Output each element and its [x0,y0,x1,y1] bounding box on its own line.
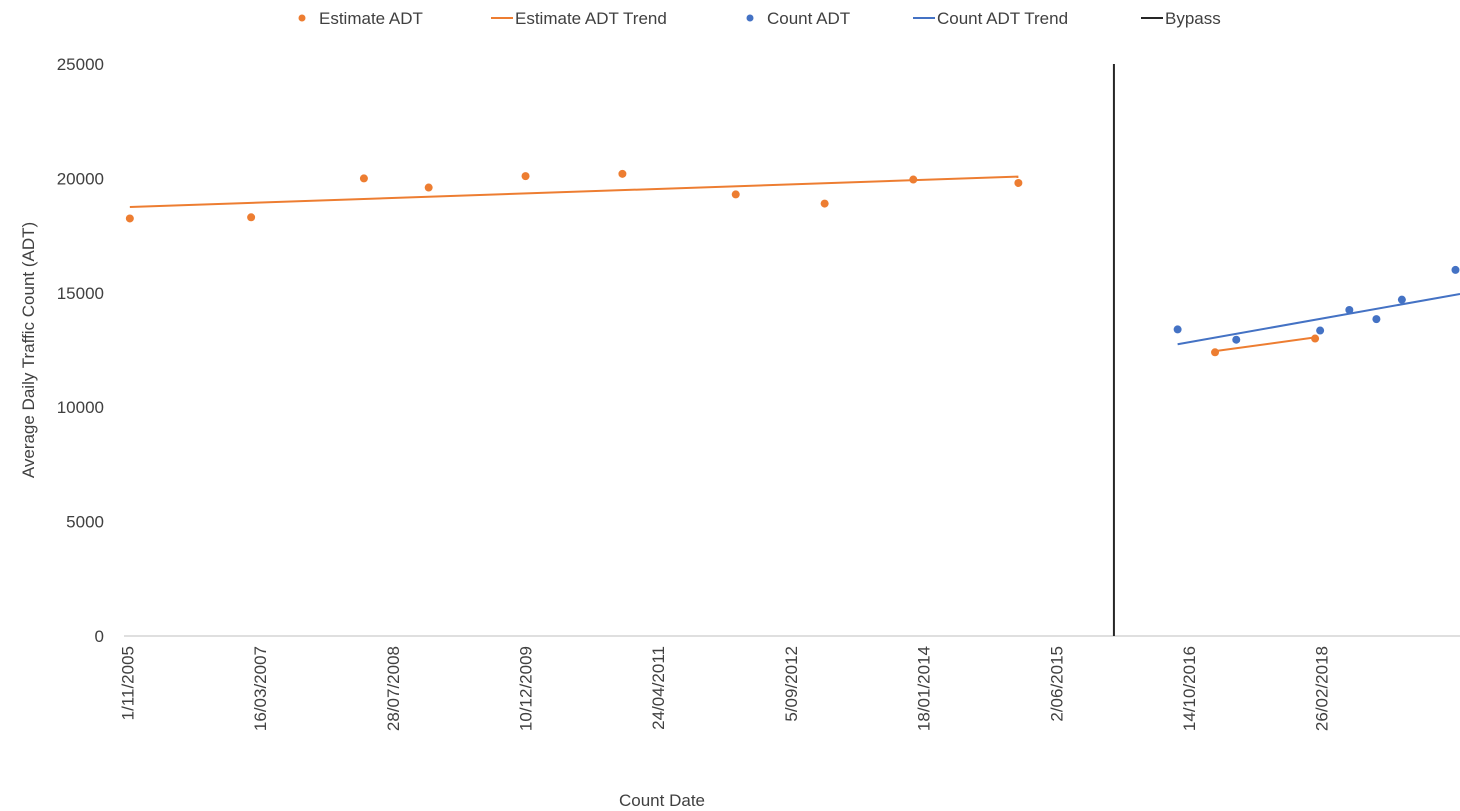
estimate-adt-point [424,183,433,192]
estimate-adt-trend-line [129,175,1019,208]
x-axis-ticks: 1/11/2005 16/03/2007 28/07/2008 10/12/2009 2… [118,646,1331,731]
x-axis-title: Count Date [619,791,705,810]
count-adt-trend-line [1177,292,1460,346]
count-adt-point [1316,326,1325,335]
x-tick-label: 1/11/2005 [118,646,137,720]
y-tick-label: 20000 [57,169,104,188]
estimate-adt-point [1311,334,1320,343]
x-tick-label: 18/01/2014 [915,646,934,731]
x-tick-label: 28/07/2008 [384,646,403,731]
estimate-adt-point [909,175,918,184]
estimate-adt-point [1014,178,1023,187]
estimate-adt-point [359,174,368,183]
legend-label-estimate-adt-trend: Estimate ADT Trend [515,9,667,28]
legend-item-estimate-adt: Estimate ADT [298,9,423,28]
estimate-adt-point [1211,348,1220,357]
legend: Estimate ADT Estimate ADT Trend Count AD… [298,9,1221,28]
estimate-adt-point [820,199,829,208]
y-axis-ticks: 0 5000 10000 15000 20000 25000 [57,55,104,646]
legend-item-count-adt-trend: Count ADT Trend [913,9,1068,28]
count-adt-point [1397,295,1406,304]
count-adt-point [1173,325,1182,334]
count-adt-point [1372,315,1381,324]
legend-label-count-adt-trend: Count ADT Trend [937,9,1068,28]
y-tick-label: 15000 [57,284,104,303]
legend-label-estimate-adt: Estimate ADT [319,9,423,28]
x-tick-label: 10/12/2009 [517,646,536,731]
legend-marker-estimate-adt [298,14,306,22]
y-axis-title: Average Daily Traffic Count (ADT) [19,222,38,478]
count-adt-point [1345,305,1354,314]
x-tick-label: 2/06/2015 [1047,646,1066,722]
estimate-adt-point [247,213,256,222]
y-tick-label: 25000 [57,55,104,74]
count-adt-point [1232,335,1241,344]
x-tick-label: 24/04/2011 [649,646,668,730]
estimate-adt-trend-line [1214,336,1316,353]
y-tick-label: 10000 [57,398,104,417]
estimate-adt-point [521,172,530,181]
x-tick-label: 26/02/2018 [1313,646,1332,731]
estimate-adt-point [125,214,134,223]
plot-area [125,64,1460,636]
x-tick-label: 14/10/2016 [1180,646,1199,731]
count-adt-point [1451,265,1460,274]
legend-item-count-adt: Count ADT [746,9,850,28]
estimate-adt-point [618,169,627,178]
x-tick-label: 5/09/2012 [782,646,801,722]
x-tick-label: 16/03/2007 [251,646,270,731]
legend-label-bypass: Bypass [1165,9,1221,28]
legend-item-bypass: Bypass [1141,9,1221,28]
legend-label-count-adt: Count ADT [767,9,850,28]
y-tick-label: 5000 [66,513,104,532]
estimate-adt-point [731,190,740,199]
y-tick-label: 0 [95,627,104,646]
legend-marker-count-adt [746,14,754,22]
legend-item-estimate-adt-trend: Estimate ADT Trend [491,9,667,28]
